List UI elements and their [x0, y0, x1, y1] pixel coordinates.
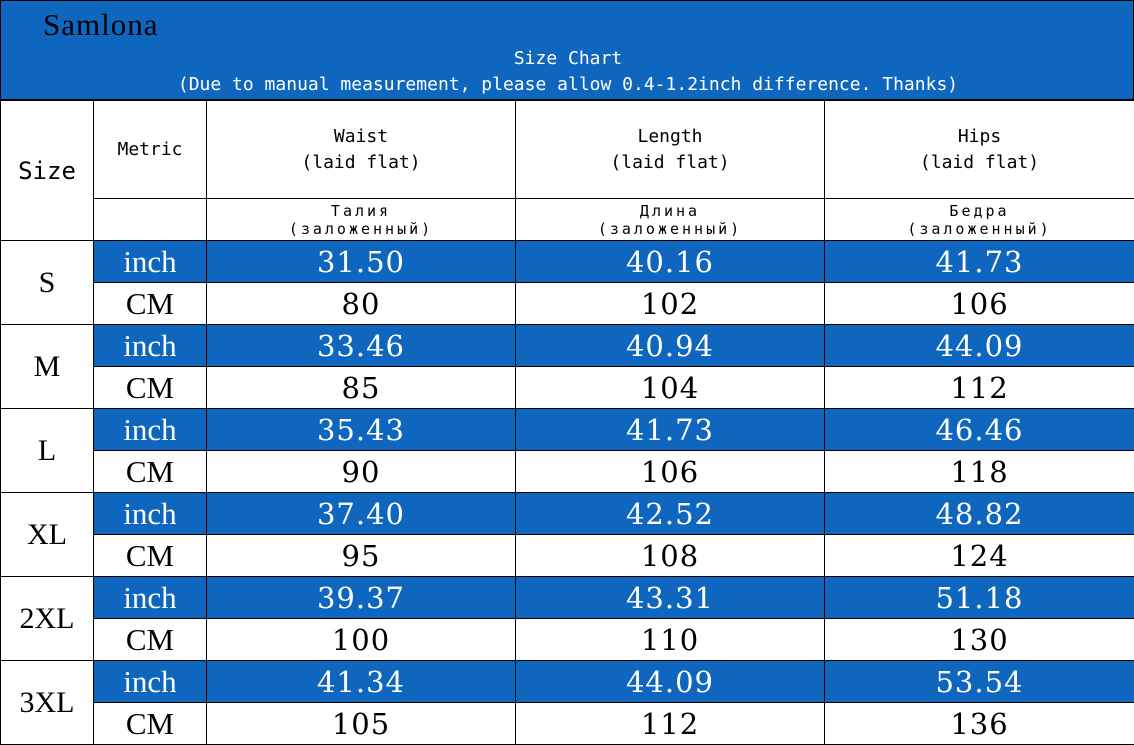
size-label: XL	[0, 492, 94, 577]
table-row: CM 105 112 136	[1, 702, 1134, 745]
size-label: 2XL	[0, 576, 94, 661]
inch-value: 46.46	[824, 408, 1134, 451]
header-hips-ru-label: Бедра	[949, 201, 1010, 220]
cm-value: 104	[515, 366, 825, 409]
inch-value: 42.52	[515, 492, 825, 535]
cm-value: 110	[515, 618, 825, 661]
header-row-russian: Талия (заложенный) Длина (заложенный) Бе…	[1, 198, 1134, 241]
unit-cm: CM	[93, 702, 207, 745]
cm-value: 95	[206, 534, 516, 577]
cm-value: 112	[515, 702, 825, 745]
inch-value: 40.94	[515, 324, 825, 367]
header-size: Size	[0, 100, 94, 241]
inch-value: 33.46	[206, 324, 516, 367]
unit-inch: inch	[93, 492, 207, 535]
unit-cm: CM	[93, 366, 207, 409]
header-row: Size Metric Waist (laid flat) Length (la…	[0, 100, 1134, 241]
size-table: Size Metric Waist (laid flat) Length (la…	[0, 100, 1134, 745]
inch-value: 51.18	[824, 576, 1134, 619]
cm-value: 106	[824, 282, 1134, 325]
inch-value: 41.73	[824, 240, 1134, 283]
table-row: CM 85 104 112	[1, 366, 1134, 409]
header-length-label: Length	[637, 125, 703, 147]
inch-value: 35.43	[206, 408, 516, 451]
header-waist-ru: Талия (заложенный)	[206, 198, 516, 241]
size-label: 3XL	[0, 660, 94, 745]
cm-value: 85	[206, 366, 516, 409]
table-row: 2XL inch 39.37 43.31 51.18	[0, 576, 1134, 661]
cm-value: 80	[206, 282, 516, 325]
cm-value: 102	[515, 282, 825, 325]
inch-value: 40.16	[515, 240, 825, 283]
cm-value: 105	[206, 702, 516, 745]
inch-value: 48.82	[824, 492, 1134, 535]
table-row: 3XL inch 41.34 44.09 53.54	[0, 660, 1134, 745]
header-length-sub: (laid flat)	[610, 151, 730, 173]
cm-value: 100	[206, 618, 516, 661]
table-row: CM 90 106 118	[1, 450, 1134, 493]
unit-inch: inch	[93, 408, 207, 451]
header-waist-sub: (laid flat)	[301, 151, 421, 173]
table-row: CM 100 110 130	[1, 618, 1134, 661]
cm-value: 124	[824, 534, 1134, 577]
inch-value: 39.37	[206, 576, 516, 619]
unit-inch: inch	[93, 240, 207, 283]
inch-value: 53.54	[824, 660, 1134, 703]
cm-value: 112	[824, 366, 1134, 409]
size-table-body: Size Metric Waist (laid flat) Length (la…	[0, 100, 1134, 745]
unit-inch: inch	[93, 576, 207, 619]
header-hips: Hips (laid flat)	[824, 100, 1134, 199]
unit-inch: inch	[93, 660, 207, 703]
measurement-note: (Due to manual measurement, please allow…	[177, 74, 959, 95]
header-waist-ru-label: Талия	[330, 201, 392, 220]
chart-title: Size Chart	[513, 48, 623, 69]
inch-value: 44.09	[515, 660, 825, 703]
brand-name: Samlona	[43, 7, 159, 42]
size-label: L	[0, 408, 94, 493]
header-metric-blank	[93, 198, 207, 241]
header-length-ru-sub: (заложенный)	[597, 219, 743, 238]
table-row: XL inch 37.40 42.52 48.82	[0, 492, 1134, 577]
unit-cm: CM	[93, 450, 207, 493]
inch-value: 44.09	[824, 324, 1134, 367]
header-length-ru: Длина (заложенный)	[515, 198, 825, 241]
size-label: S	[0, 240, 94, 325]
table-row: CM 80 102 106	[1, 282, 1134, 325]
inch-value: 31.50	[206, 240, 516, 283]
header-length-ru-label: Длина	[639, 201, 701, 220]
unit-cm: CM	[93, 618, 207, 661]
header-waist: Waist (laid flat)	[206, 100, 516, 199]
header-waist-ru-sub: (заложенный)	[288, 219, 434, 238]
header-hips-ru: Бедра (заложенный)	[824, 198, 1134, 241]
unit-cm: CM	[93, 282, 207, 325]
cm-value: 136	[824, 702, 1134, 745]
header-waist-label: Waist	[333, 125, 389, 147]
cm-value: 108	[515, 534, 825, 577]
cm-value: 130	[824, 618, 1134, 661]
inch-value: 43.31	[515, 576, 825, 619]
cm-value: 106	[515, 450, 825, 493]
unit-cm: CM	[93, 534, 207, 577]
chart-header: Samlona Size Chart (Due to manual measur…	[0, 0, 1134, 100]
header-length: Length (laid flat)	[515, 100, 825, 199]
header-hips-ru-sub: (заложенный)	[907, 219, 1052, 238]
cm-value: 118	[824, 450, 1134, 493]
inch-value: 37.40	[206, 492, 516, 535]
header-metric: Metric	[93, 100, 207, 199]
inch-value: 41.34	[206, 660, 516, 703]
unit-inch: inch	[93, 324, 207, 367]
table-row: CM 95 108 124	[1, 534, 1134, 577]
header-hips-sub: (laid flat)	[919, 151, 1040, 173]
size-label: M	[0, 324, 94, 409]
header-hips-label: Hips	[957, 125, 1002, 147]
cm-value: 90	[206, 450, 516, 493]
inch-value: 41.73	[515, 408, 825, 451]
